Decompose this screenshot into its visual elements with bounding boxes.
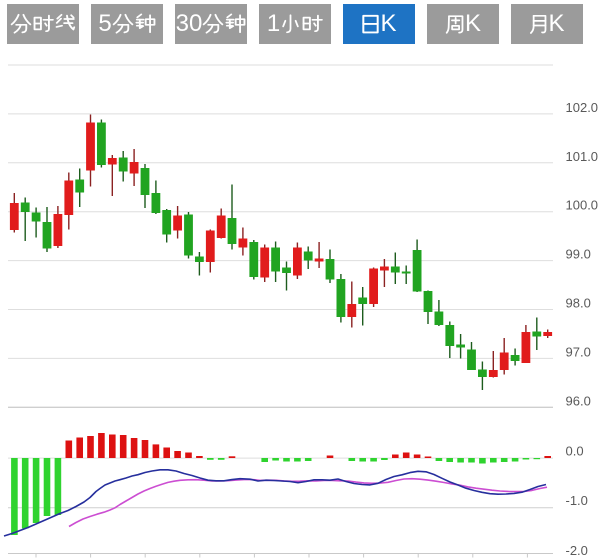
svg-text:98.0: 98.0	[566, 296, 591, 311]
svg-text:97.0: 97.0	[566, 344, 591, 359]
svg-text:102.0: 102.0	[566, 100, 599, 115]
svg-text:-1.0: -1.0	[566, 493, 588, 508]
svg-text:-2.0: -2.0	[566, 543, 588, 558]
svg-text:101.0: 101.0	[566, 149, 599, 164]
svg-text:96.0: 96.0	[566, 393, 591, 408]
svg-text:100.0: 100.0	[566, 198, 599, 213]
svg-text:0.0: 0.0	[566, 444, 584, 459]
svg-text:99.0: 99.0	[566, 247, 591, 262]
